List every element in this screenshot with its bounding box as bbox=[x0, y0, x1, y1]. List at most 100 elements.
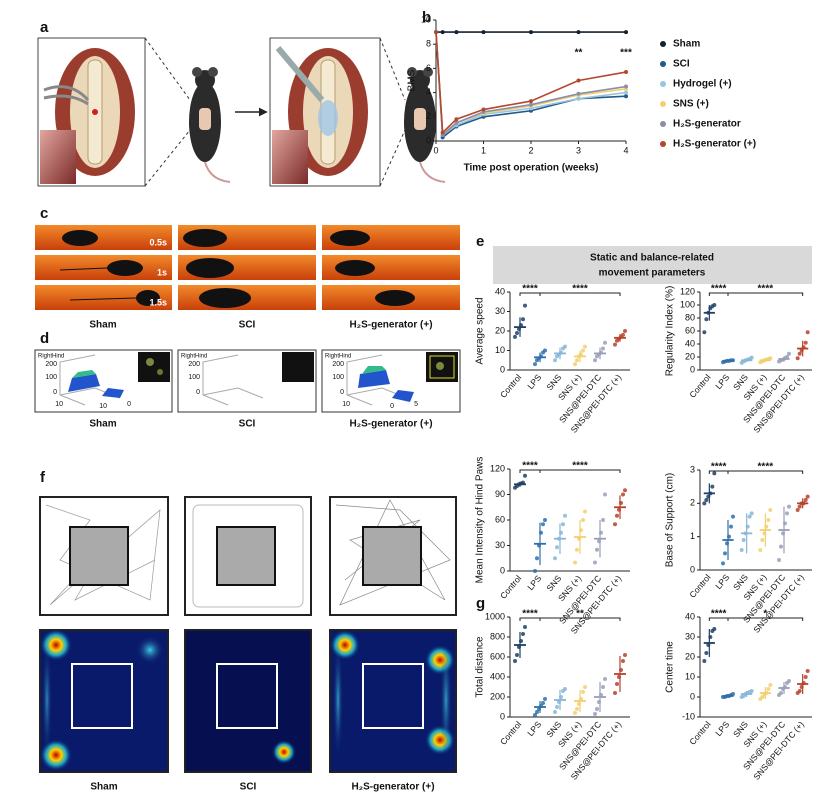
data-point bbox=[621, 492, 625, 497]
y-tick-label: 60 bbox=[685, 325, 695, 335]
data-point bbox=[573, 560, 577, 565]
series-point bbox=[440, 30, 445, 35]
data-point bbox=[779, 544, 783, 549]
group-caption: Sham bbox=[90, 782, 117, 793]
data-point bbox=[710, 484, 715, 489]
series-point bbox=[529, 102, 533, 107]
illustration-rect bbox=[362, 526, 422, 586]
y-tick-label: 2 bbox=[690, 498, 695, 508]
data-point bbox=[533, 569, 537, 573]
data-point bbox=[712, 303, 717, 307]
y-tick-label: 1000 bbox=[485, 611, 505, 621]
axis-tick-label: 200 bbox=[332, 361, 344, 368]
axis-tick-label: 100 bbox=[188, 374, 200, 381]
data-point bbox=[787, 679, 791, 683]
axis-tick-label: 100 bbox=[45, 374, 57, 381]
x-tick-label: Control bbox=[687, 719, 712, 747]
legend-label: H₂S-generator (+) bbox=[673, 139, 756, 150]
data-point bbox=[513, 659, 517, 663]
data-point bbox=[555, 545, 559, 550]
y-axis-label: Total distance bbox=[475, 636, 486, 698]
illustration-line bbox=[144, 129, 191, 187]
data-point bbox=[615, 513, 619, 518]
illustration-path bbox=[68, 374, 100, 392]
illustration-rect bbox=[216, 526, 276, 586]
illustration-circle bbox=[272, 740, 296, 764]
x-tick-label: Control bbox=[498, 372, 523, 400]
data-point bbox=[523, 303, 527, 308]
series-point bbox=[624, 84, 628, 89]
data-point bbox=[731, 692, 735, 696]
legend-label: Hydrogel (+) bbox=[673, 79, 732, 90]
illustration-rect bbox=[216, 663, 278, 729]
illustration-rect bbox=[414, 108, 426, 130]
significance-bracket bbox=[727, 292, 804, 296]
data-point bbox=[533, 713, 537, 717]
data-point bbox=[563, 513, 567, 518]
data-point bbox=[613, 691, 617, 695]
illustration-ellipse bbox=[375, 290, 415, 306]
significance-label: ** bbox=[576, 609, 584, 620]
illustration-rect bbox=[282, 352, 314, 382]
x-tick-label: 3 bbox=[576, 145, 581, 155]
group-caption: Sham bbox=[89, 419, 116, 430]
series-point bbox=[624, 30, 628, 35]
illustration-circle bbox=[92, 109, 98, 115]
data-point bbox=[712, 471, 717, 476]
significance-label: **** bbox=[522, 461, 538, 472]
data-point bbox=[595, 547, 599, 552]
y-tick-label: 6 bbox=[426, 63, 431, 73]
y-tick-label: 2 bbox=[426, 111, 431, 121]
series-point bbox=[624, 90, 628, 95]
data-point bbox=[704, 317, 709, 322]
data-point bbox=[723, 551, 727, 556]
data-point bbox=[603, 492, 607, 497]
data-point bbox=[729, 524, 733, 529]
illustration-path bbox=[362, 366, 386, 374]
data-point bbox=[803, 340, 808, 345]
illustration-path bbox=[204, 161, 231, 183]
data-point bbox=[803, 498, 808, 502]
panel-d-plots bbox=[34, 349, 461, 413]
significance-label: **** bbox=[758, 462, 774, 473]
group-caption: H₂S-generator (+) bbox=[351, 782, 434, 793]
data-point bbox=[797, 504, 802, 509]
x-tick-label: 4 bbox=[623, 145, 628, 155]
data-point bbox=[766, 687, 771, 691]
data-point bbox=[581, 690, 585, 694]
group-caption: SCI bbox=[240, 782, 257, 793]
data-point bbox=[621, 332, 625, 337]
series-point bbox=[576, 91, 581, 96]
x-tick-label: 2 bbox=[528, 145, 533, 155]
axis-tick-label: 10 bbox=[99, 403, 107, 410]
data-point bbox=[573, 711, 577, 715]
data-point bbox=[603, 340, 607, 345]
y-tick-label: 0 bbox=[500, 364, 505, 374]
data-point bbox=[543, 348, 547, 353]
data-point bbox=[768, 356, 773, 361]
data-point bbox=[768, 683, 773, 687]
data-point bbox=[543, 697, 547, 701]
significance-label: **** bbox=[522, 609, 538, 620]
y-tick-label: 200 bbox=[490, 691, 505, 701]
significance-label: **** bbox=[711, 462, 727, 473]
series-point bbox=[481, 30, 486, 35]
legend-swatch bbox=[660, 81, 666, 87]
illustration-circle bbox=[192, 67, 202, 77]
y-tick-label: 20 bbox=[685, 351, 695, 361]
illustration-path bbox=[102, 388, 124, 398]
axis-tick-label: 0 bbox=[390, 403, 394, 410]
series-line bbox=[435, 32, 627, 136]
group-caption: SCI bbox=[239, 419, 256, 430]
axis-tick-label: 5 bbox=[414, 401, 418, 408]
illustration-path bbox=[72, 370, 96, 378]
illustration-rect bbox=[42, 640, 52, 760]
y-axis-label: Center time bbox=[665, 641, 676, 693]
data-point bbox=[805, 494, 810, 499]
y-tick-label: 30 bbox=[495, 306, 505, 316]
significance-bracket bbox=[727, 617, 804, 621]
data-point bbox=[535, 556, 539, 561]
data-point bbox=[581, 348, 585, 353]
data-point bbox=[758, 548, 763, 552]
data-point bbox=[623, 329, 627, 333]
